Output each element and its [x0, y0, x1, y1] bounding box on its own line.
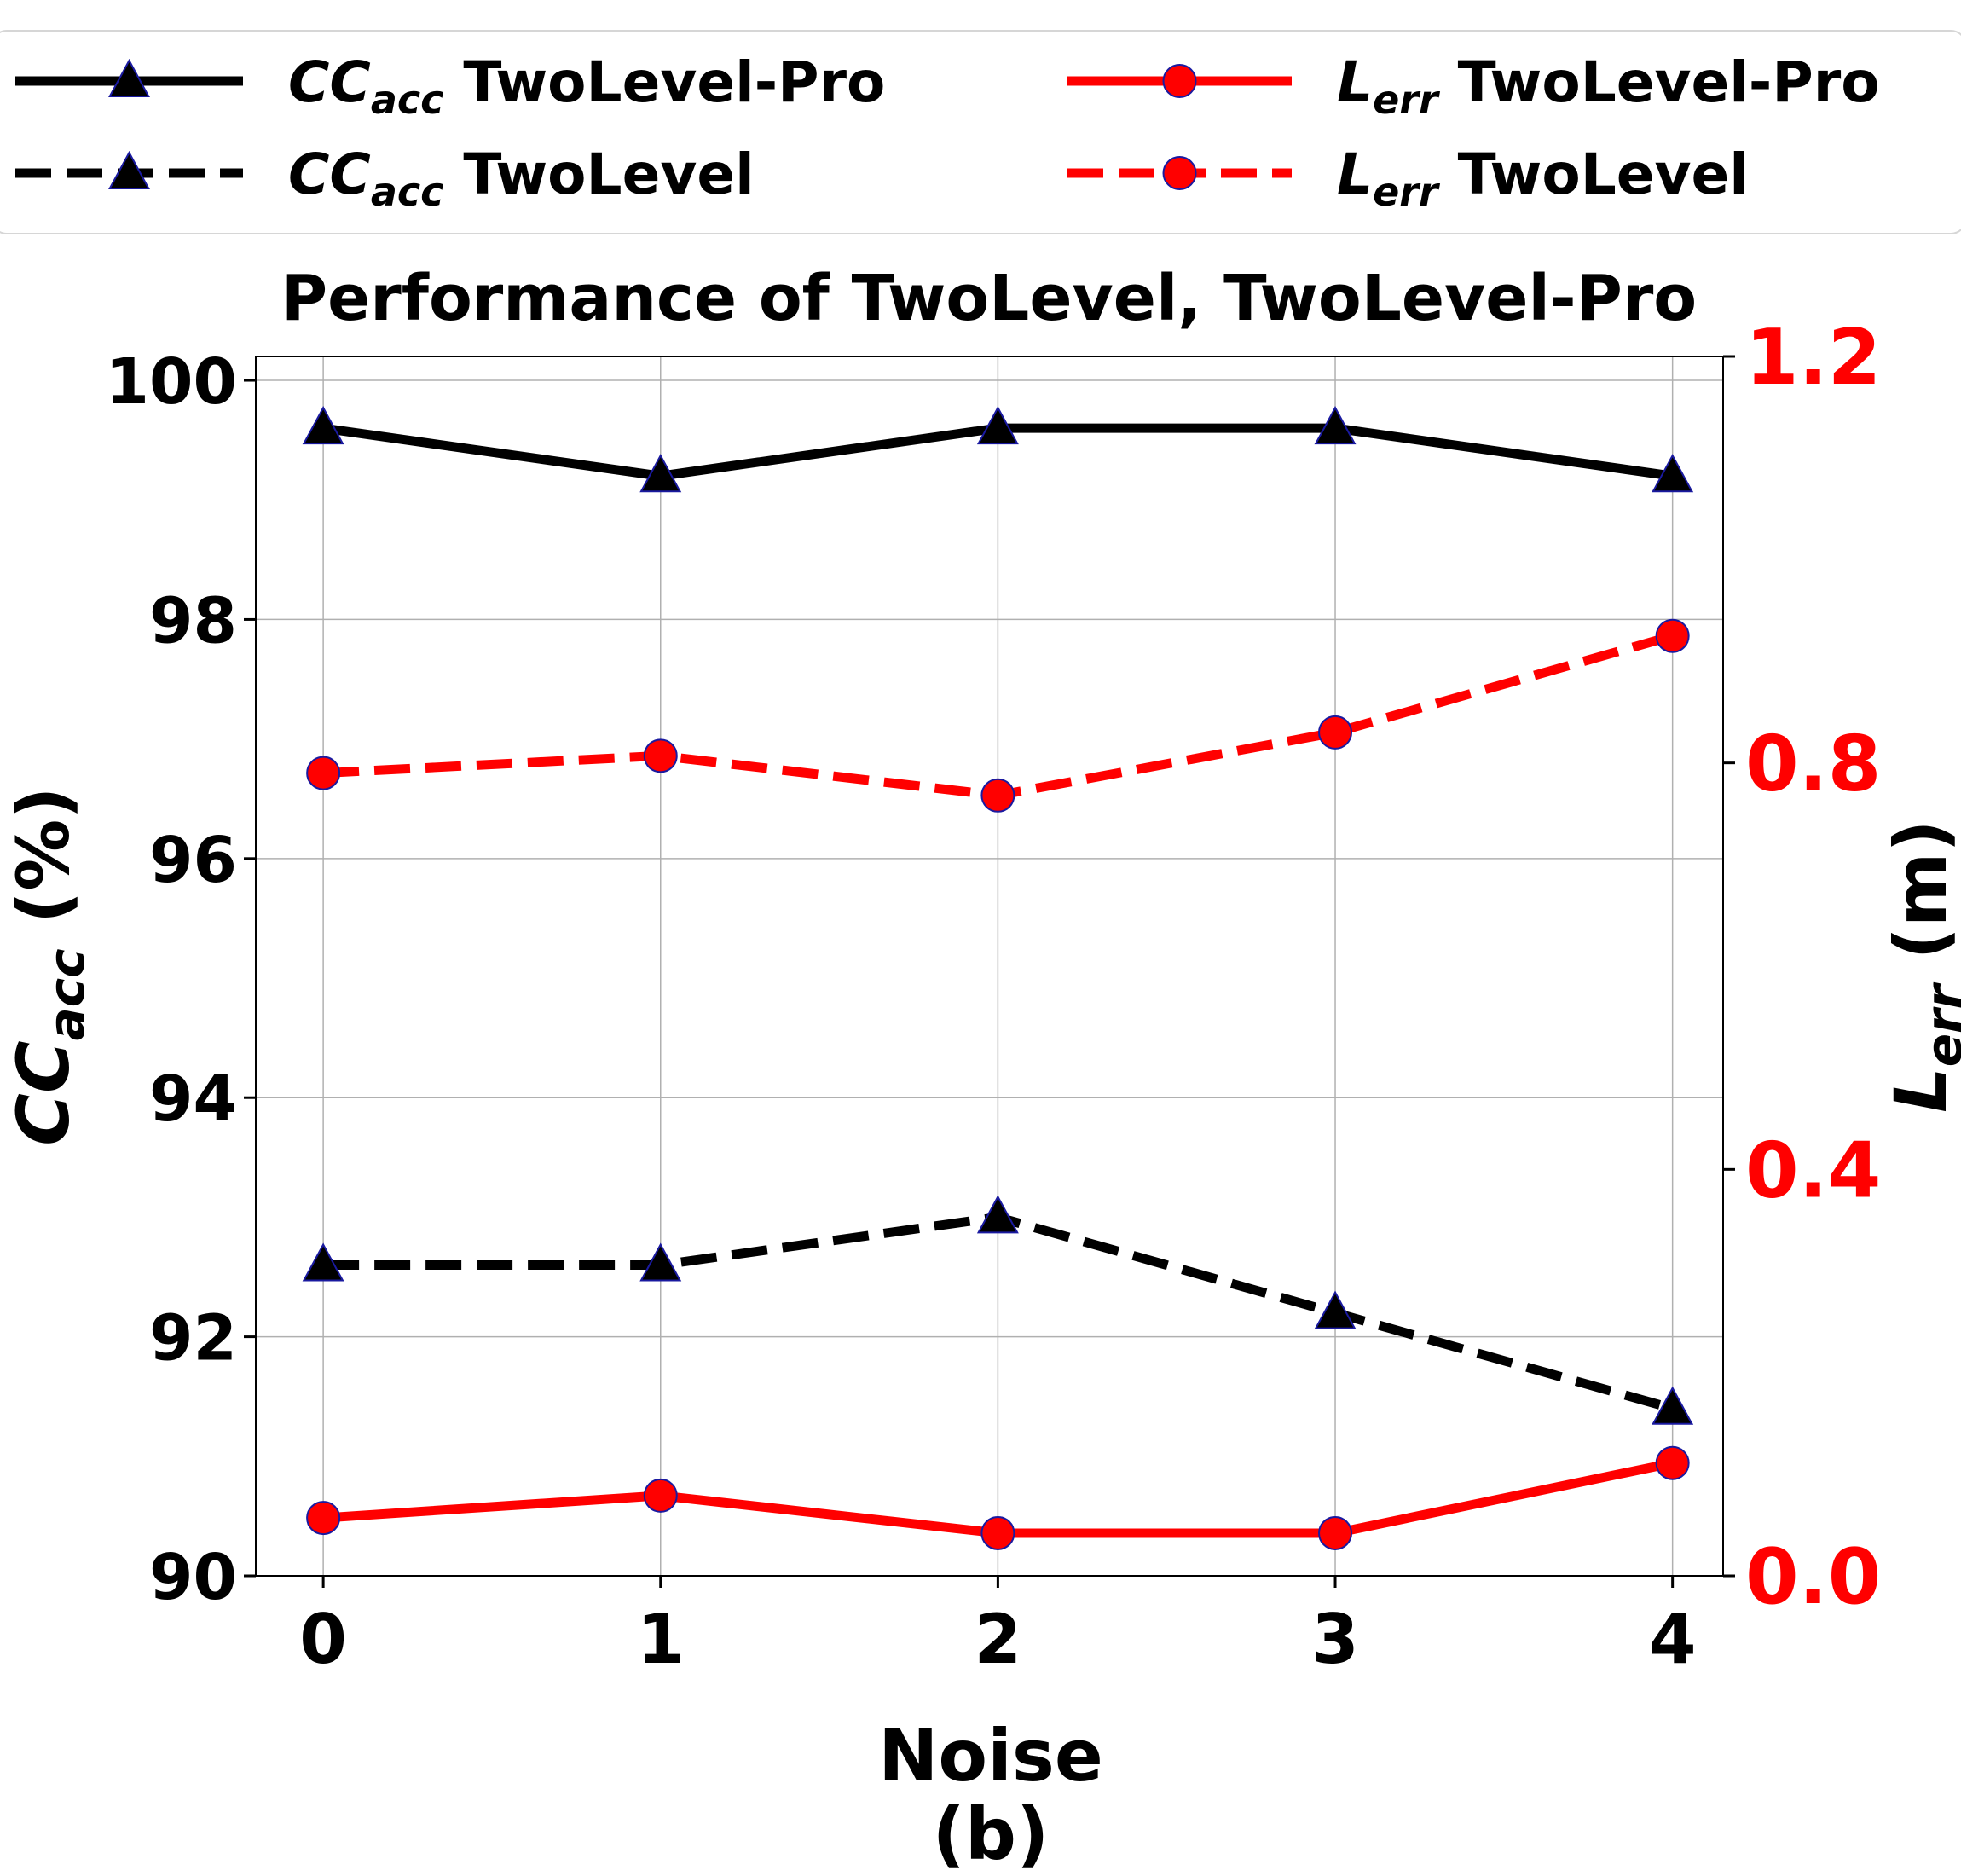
- data-point-triangle: [1314, 406, 1357, 445]
- legend-entry-label: Lerr TwoLevel-Pro: [1337, 49, 1880, 123]
- axis-label-subscript: acc: [38, 949, 95, 1041]
- y-axis-right-label: Lerr (m): [1879, 819, 1961, 1113]
- y-left-tick-label: 100: [106, 345, 237, 419]
- axis-label-suffix: (%): [2, 786, 85, 948]
- data-point-circle: [643, 738, 678, 773]
- legend-entry-label: CCacc TwoLevel: [288, 142, 755, 215]
- axis-label-base: L: [1879, 1067, 1961, 1113]
- legend-label-base: L: [1337, 49, 1373, 115]
- legend-label-subscript: err: [1373, 77, 1441, 123]
- data-point-circle: [306, 1501, 341, 1536]
- x-tick-label: 2: [975, 1600, 1022, 1679]
- data-point-triangle: [1652, 1386, 1694, 1425]
- ticks: 0 1 2 3 4 90 92 94 96 98 100 0.0 0.4 0.8 1.2: [106, 313, 1882, 1679]
- data-point-circle: [1655, 1445, 1690, 1480]
- legend-marker-circle: [1162, 64, 1197, 98]
- data-point-triangle: [639, 1242, 682, 1282]
- x-tick-label: 3: [1311, 1600, 1359, 1679]
- legend-entry-label: Lerr TwoLevel: [1337, 142, 1749, 215]
- y-left-tick-label: 90: [149, 1541, 237, 1614]
- axis-label-suffix: (m): [1879, 819, 1961, 985]
- legend-entry-label: CCacc TwoLevel-Pro: [288, 49, 885, 123]
- x-tick-label: 1: [637, 1600, 685, 1679]
- y-right-tick-label: 0.4: [1745, 1126, 1881, 1215]
- data-point-triangle: [639, 454, 682, 493]
- y-left-tick-label: 98: [149, 584, 237, 657]
- legend-label-series: TwoLevel-Pro: [443, 49, 885, 115]
- legend-marker-triangle: [108, 58, 150, 97]
- legend-label-series: TwoLevel-Pro: [1438, 49, 1880, 115]
- data-point-triangle: [302, 1242, 344, 1282]
- legend-label-series: TwoLevel: [443, 142, 754, 207]
- data-point-triangle: [1652, 454, 1694, 493]
- legend-label-subscript: acc: [371, 77, 444, 123]
- legend-label-subscript: acc: [371, 169, 444, 215]
- data-point-circle: [1655, 618, 1690, 653]
- data-point-circle: [1318, 1515, 1353, 1550]
- data-point-circle: [306, 756, 341, 790]
- figure-caption: (b): [933, 1792, 1050, 1876]
- x-axis-label: Noise: [878, 1714, 1103, 1798]
- legend-marker-circle: [1162, 156, 1197, 190]
- grid: [256, 356, 1723, 1577]
- axis-label-subscript: err: [1915, 981, 1961, 1067]
- x-tick-label: 0: [299, 1600, 347, 1679]
- legend-label-base: L: [1337, 142, 1373, 207]
- y-left-tick-label: 92: [149, 1302, 237, 1375]
- y-left-tick-label: 94: [149, 1062, 237, 1136]
- data-point-triangle: [302, 406, 344, 445]
- data-point-triangle: [976, 406, 1019, 445]
- y-left-tick-label: 96: [149, 824, 237, 897]
- plot-frame: [255, 356, 1724, 1577]
- legend-label-series: TwoLevel: [1438, 142, 1749, 207]
- axis-label-base: CC: [2, 1040, 85, 1145]
- x-tick-label: 4: [1649, 1600, 1697, 1679]
- legend-box: [0, 30, 1961, 234]
- legend-label-base: CC: [288, 142, 371, 207]
- legend-marker-triangle: [108, 150, 150, 189]
- series: [302, 406, 1694, 1550]
- data-point-circle: [1318, 715, 1353, 750]
- data-point-triangle: [976, 1195, 1019, 1234]
- data-point-circle: [980, 1515, 1015, 1550]
- y-right-tick-label: 0.8: [1745, 720, 1881, 809]
- data-point-circle: [643, 1478, 678, 1513]
- chart-title: Performance of TwoLevel, TwoLevel-Pro: [281, 262, 1697, 335]
- legend-label-base: CC: [288, 49, 371, 115]
- y-axis-left-label: CCacc (%): [2, 786, 95, 1145]
- data-point-triangle: [1314, 1290, 1357, 1329]
- legend-label-subscript: err: [1373, 169, 1441, 215]
- y-right-tick-label: 0.0: [1745, 1532, 1881, 1622]
- data-point-circle: [980, 778, 1015, 813]
- y-right-tick-label: 1.2: [1745, 313, 1881, 402]
